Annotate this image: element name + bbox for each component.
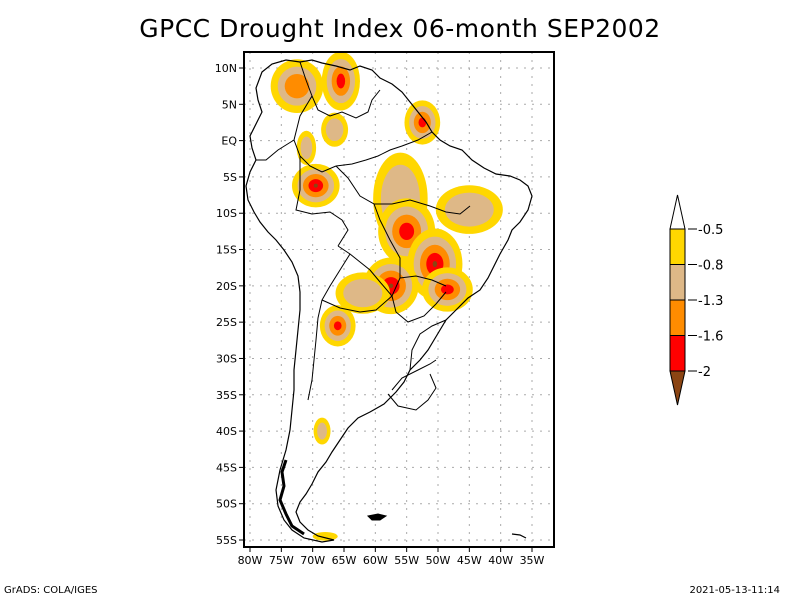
- map-frame: [243, 51, 555, 548]
- chile-fjords: [278, 459, 305, 536]
- inland-features: [387, 359, 437, 411]
- drought-area-sao-paulo: [422, 267, 473, 312]
- drought-level-2: [444, 192, 494, 227]
- south-georgia: [511, 533, 527, 539]
- lat-tick-label: 5N: [222, 98, 237, 111]
- drought-shading: [270, 52, 503, 541]
- drought-level-1: [312, 532, 338, 541]
- axis-ticks: 10N 5N EQ 5S 10S 15S 20S 25S 30S 35S 40S 45S 50S 55S8…: [215, 62, 545, 567]
- lon-tick-label: 50W: [426, 554, 451, 567]
- drought-level-3: [284, 73, 310, 99]
- drought-area-patagonia: [313, 417, 331, 445]
- falkland-islands: [366, 513, 388, 521]
- drought-area-colombia-south: [296, 130, 317, 165]
- colorbar-label: -0.5: [698, 223, 723, 238]
- lat-tick-label: 20S: [216, 280, 237, 293]
- lat-tick-label: 5S: [223, 171, 237, 184]
- lat-tick-label: 55S: [216, 534, 237, 547]
- lat-tick-label: 25S: [216, 316, 237, 329]
- drought-level-2: [300, 136, 313, 160]
- colorbar-top-triangle: [669, 194, 686, 230]
- footer-timestamp: 2021-05-13-11:14: [689, 585, 780, 596]
- lon-tick-label: 55W: [394, 554, 419, 567]
- drought-area-northeast-brazil: [435, 185, 503, 234]
- lat-tick-label: 15S: [216, 244, 237, 257]
- colorbar: -0.5 -0.8 -1.3 -1.6 -2: [669, 194, 723, 406]
- lat-tick-label: EQ: [221, 135, 237, 148]
- lon-tick-label: 60W: [363, 554, 388, 567]
- colorbar-segment: [669, 299, 686, 336]
- lat-tick-label: 40S: [216, 425, 237, 438]
- drought-level-2: [343, 278, 383, 308]
- lat-tick-label: 10S: [216, 207, 237, 220]
- drought-level-4: [418, 117, 427, 128]
- lon-tick-label: 75W: [269, 554, 294, 567]
- lon-tick-label: 45W: [457, 554, 482, 567]
- drought-level-5: [313, 183, 318, 188]
- lat-tick-label: 50S: [216, 498, 237, 511]
- lon-tick-label: 80W: [238, 554, 263, 567]
- south-america-outline: [245, 59, 533, 543]
- colorbar-label: -1.3: [698, 294, 723, 309]
- colorbar-bottom-triangle: [669, 370, 686, 406]
- lon-tick-label: 35W: [520, 554, 545, 567]
- drought-level-5: [432, 261, 438, 268]
- colorbar-label: -0.8: [698, 259, 723, 274]
- drought-level-4: [399, 222, 415, 241]
- lon-tick-label: 65W: [332, 554, 357, 567]
- lat-tick-label: 10N: [215, 62, 237, 75]
- drought-area-peru-amazon: [291, 163, 340, 208]
- drought-level-4: [336, 73, 346, 89]
- lon-tick-label: 70W: [300, 554, 325, 567]
- drought-area-northern-colombia: [270, 59, 324, 114]
- footer-software-credit: GrADS: COLA/IGES: [4, 585, 98, 596]
- colorbar-segment: [669, 228, 686, 265]
- drought-area-amapa: [404, 100, 441, 145]
- drought-area-guyana-border: [321, 112, 349, 147]
- drought-area-argentina-north: [319, 305, 356, 347]
- colorbar-label: -2: [698, 365, 711, 380]
- colorbar-segment: [669, 264, 686, 301]
- drought-level-4: [441, 284, 454, 295]
- chart-title: GPCC Drought Index 06-month SEP2002: [139, 14, 661, 43]
- country-borders: [256, 61, 471, 401]
- drought-level-4: [333, 321, 342, 331]
- drought-level-2: [317, 422, 327, 440]
- coastlines: [245, 59, 533, 543]
- drought-area-venezuela-east: [321, 52, 360, 111]
- drought-area-bolivia-east: [335, 272, 391, 314]
- drought-area-tierra-del-fuego: [312, 532, 338, 541]
- drought-level-5: [388, 283, 394, 289]
- lat-tick-label: 35S: [216, 389, 237, 402]
- colorbar-label: -1.6: [698, 330, 723, 345]
- lat-tick-label: 45S: [216, 461, 237, 474]
- colorbar-segment: [669, 335, 686, 372]
- lat-tick-label: 30S: [216, 352, 237, 365]
- drought-level-2: [325, 118, 344, 142]
- lon-tick-label: 40W: [488, 554, 513, 567]
